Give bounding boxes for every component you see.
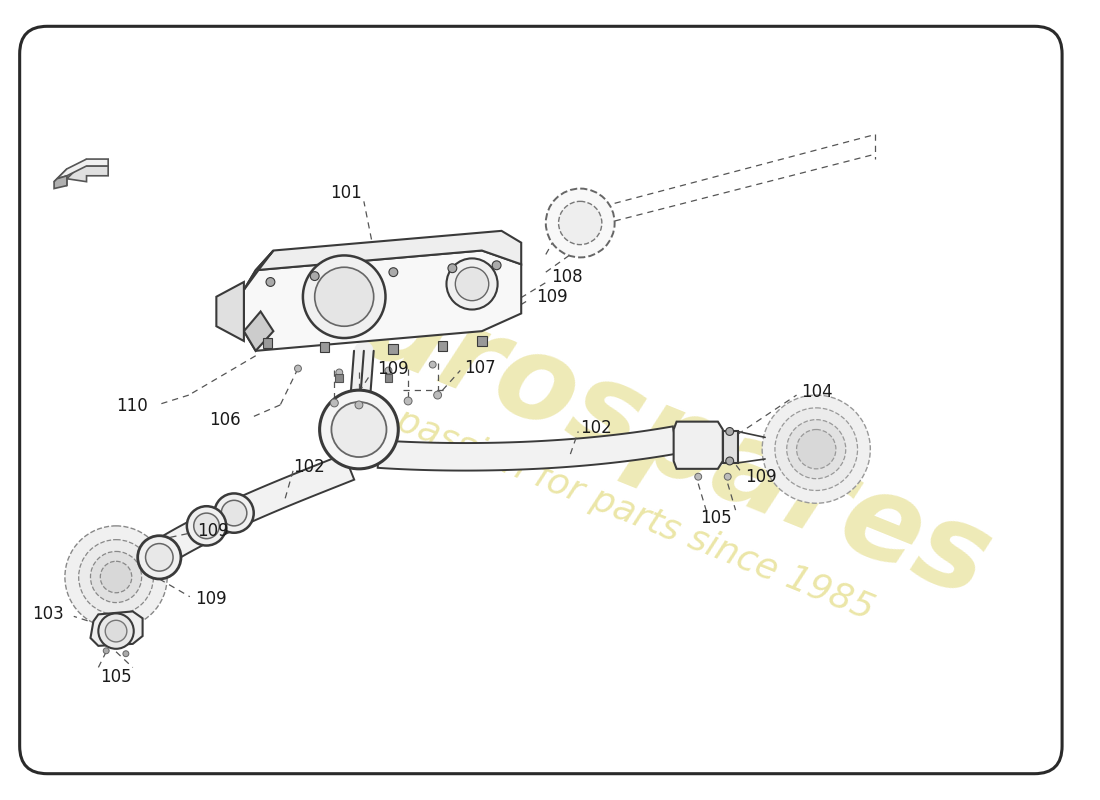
Circle shape <box>726 427 734 435</box>
Text: 107: 107 <box>464 358 496 377</box>
Text: 108: 108 <box>551 268 582 286</box>
Text: 102: 102 <box>293 458 324 476</box>
Circle shape <box>331 402 386 457</box>
Circle shape <box>138 536 180 579</box>
Text: 101: 101 <box>330 185 362 202</box>
Circle shape <box>90 551 142 602</box>
Text: 106: 106 <box>209 410 241 429</box>
Text: 102: 102 <box>580 418 612 437</box>
Circle shape <box>774 408 858 490</box>
Circle shape <box>786 420 846 478</box>
Circle shape <box>385 367 392 374</box>
Circle shape <box>455 267 488 301</box>
Text: 105: 105 <box>700 509 732 527</box>
Circle shape <box>214 494 254 533</box>
Circle shape <box>724 474 732 480</box>
Text: 103: 103 <box>32 606 64 623</box>
Circle shape <box>429 361 436 368</box>
Circle shape <box>336 369 343 376</box>
Text: 104: 104 <box>802 383 833 401</box>
Circle shape <box>295 365 301 372</box>
Text: 109: 109 <box>746 468 777 486</box>
Circle shape <box>546 189 615 258</box>
Circle shape <box>65 526 167 628</box>
Circle shape <box>100 562 132 593</box>
Circle shape <box>221 500 246 526</box>
Circle shape <box>796 430 836 469</box>
Polygon shape <box>385 374 393 382</box>
Polygon shape <box>217 282 244 341</box>
Circle shape <box>145 543 173 571</box>
Circle shape <box>310 272 319 281</box>
Circle shape <box>106 620 127 642</box>
Circle shape <box>726 457 734 465</box>
Text: 105: 105 <box>100 668 132 686</box>
Circle shape <box>389 268 398 277</box>
Text: 109: 109 <box>536 288 568 306</box>
Polygon shape <box>263 338 273 348</box>
Circle shape <box>559 202 602 245</box>
Polygon shape <box>336 374 343 382</box>
Circle shape <box>123 650 129 657</box>
Text: 109: 109 <box>195 590 227 608</box>
Circle shape <box>266 278 275 286</box>
Polygon shape <box>54 176 67 189</box>
Circle shape <box>448 264 456 273</box>
Circle shape <box>404 397 412 405</box>
Polygon shape <box>320 342 329 352</box>
Polygon shape <box>152 454 354 566</box>
Polygon shape <box>477 336 487 346</box>
Polygon shape <box>90 611 143 646</box>
Circle shape <box>433 391 441 399</box>
Circle shape <box>447 258 497 310</box>
Polygon shape <box>255 231 521 270</box>
Circle shape <box>103 648 109 654</box>
Polygon shape <box>54 169 67 186</box>
Text: a passion for parts since 1985: a passion for parts since 1985 <box>360 390 879 626</box>
Polygon shape <box>723 431 738 463</box>
Polygon shape <box>377 426 678 470</box>
Circle shape <box>302 255 385 338</box>
Circle shape <box>98 614 134 649</box>
Circle shape <box>695 474 702 480</box>
Circle shape <box>492 261 500 270</box>
Polygon shape <box>244 250 274 290</box>
Circle shape <box>187 506 227 546</box>
Text: 110: 110 <box>116 397 147 415</box>
Polygon shape <box>438 341 448 351</box>
Circle shape <box>79 540 153 614</box>
Polygon shape <box>244 311 274 351</box>
Circle shape <box>330 399 339 407</box>
Circle shape <box>315 267 374 326</box>
Text: 109: 109 <box>197 522 229 540</box>
Polygon shape <box>673 422 723 469</box>
Polygon shape <box>57 159 108 178</box>
Polygon shape <box>67 159 108 182</box>
Polygon shape <box>244 250 521 351</box>
Circle shape <box>194 513 219 538</box>
Circle shape <box>355 401 363 409</box>
Circle shape <box>762 395 870 503</box>
Polygon shape <box>388 344 398 354</box>
Text: 109: 109 <box>376 359 408 378</box>
Text: eurospares: eurospares <box>272 237 1006 622</box>
Circle shape <box>320 390 398 469</box>
